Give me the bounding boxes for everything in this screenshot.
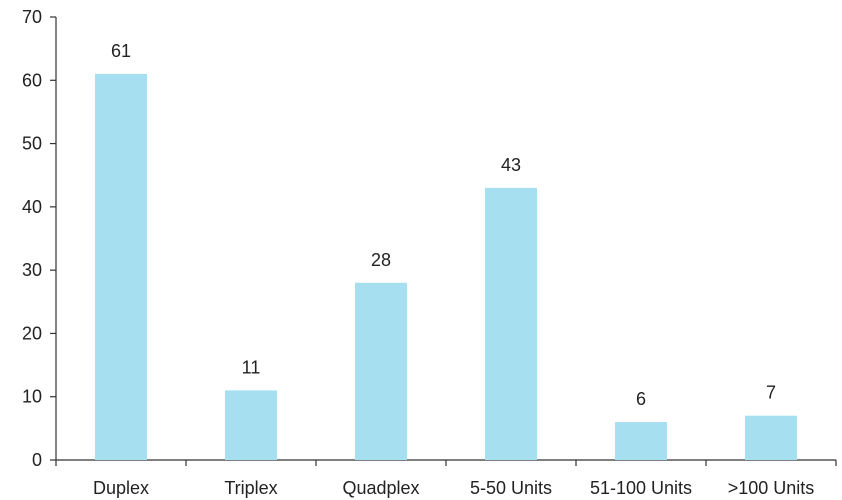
x-tick-label: Quadplex bbox=[342, 478, 419, 498]
x-tick-label: >100 Units bbox=[728, 478, 815, 498]
y-tick-label: 0 bbox=[32, 450, 42, 470]
bar bbox=[355, 282, 407, 460]
bar bbox=[225, 390, 277, 460]
x-tick-label: Triplex bbox=[224, 478, 277, 498]
y-tick-label: 30 bbox=[22, 260, 42, 280]
y-tick-label: 20 bbox=[22, 323, 42, 343]
data-label: 28 bbox=[371, 250, 391, 270]
x-tick-label: 5-50 Units bbox=[470, 478, 552, 498]
data-label: 7 bbox=[766, 383, 776, 403]
x-tick-label: Duplex bbox=[93, 478, 149, 498]
data-label: 11 bbox=[242, 357, 261, 377]
y-tick-label: 40 bbox=[22, 197, 42, 217]
y-tick-label: 60 bbox=[22, 70, 42, 90]
data-labels: 61 11 28 43 6 7 bbox=[111, 41, 776, 409]
data-label: 6 bbox=[636, 389, 646, 409]
x-tick-label: 51-100 Units bbox=[590, 478, 692, 498]
bar bbox=[95, 73, 147, 460]
y-tick-label: 10 bbox=[22, 387, 42, 407]
data-label: 61 bbox=[111, 41, 131, 61]
y-tick-label: 50 bbox=[22, 134, 42, 154]
x-axis: Duplex Triplex Quadplex 5-50 Units 51-100 Un… bbox=[55, 459, 837, 498]
bars bbox=[95, 73, 797, 460]
y-axis: 0 10 20 30 40 50 60 70 bbox=[22, 7, 57, 470]
bar bbox=[615, 422, 667, 460]
bar bbox=[745, 415, 797, 460]
y-tick-label: 70 bbox=[22, 7, 42, 27]
data-label: 43 bbox=[501, 155, 521, 175]
bar bbox=[485, 187, 537, 460]
